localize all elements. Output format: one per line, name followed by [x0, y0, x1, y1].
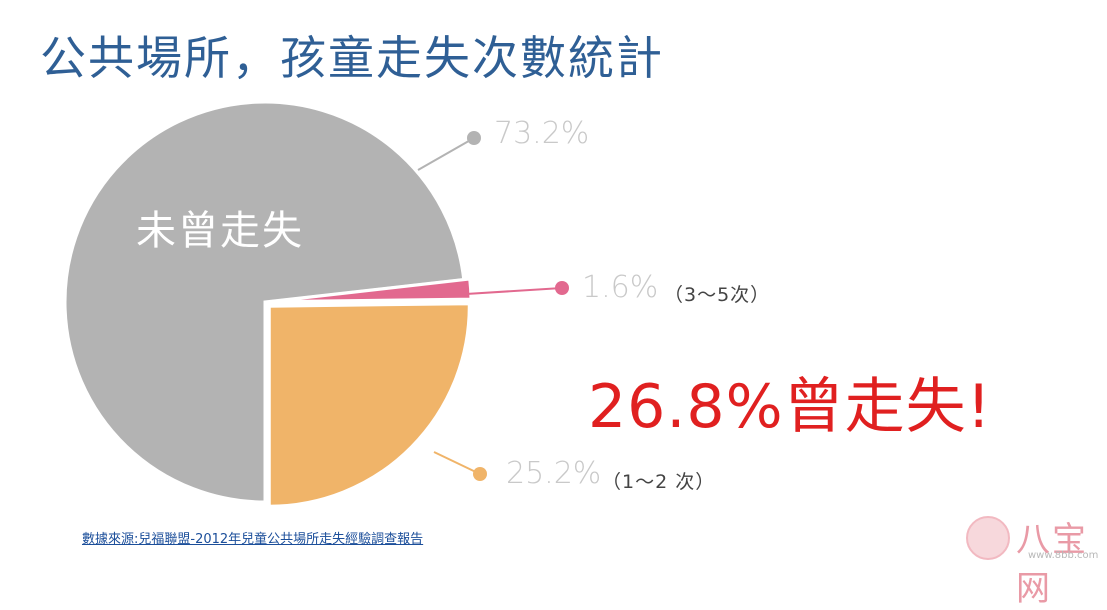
slice-note-1-2-times: （1～2 次）	[602, 471, 716, 493]
pie-slice-never-lost	[63, 100, 466, 504]
slice-value-3-5-times: 1.6%	[582, 270, 659, 305]
leader-line-never-lost	[417, 137, 475, 171]
source-link[interactable]: 數據來源:兒福聯盟-2012年兒童公共場所走失經驗調查報告	[82, 532, 424, 547]
pie-slice-3-5-times	[270, 277, 473, 304]
watermark-logo-icon	[966, 516, 1010, 560]
leader-line-1-2-times	[433, 451, 481, 475]
watermark-text: 八宝网	[1016, 520, 1088, 609]
chart-title: 公共場所，孩童走失次數統計	[40, 31, 664, 85]
pie-slice-1-2-times	[267, 302, 471, 508]
leader-dot-3-5-times	[555, 281, 569, 295]
leader-line-3-5-times	[465, 287, 563, 295]
slice-label-never-lost: 未曾走失	[136, 208, 304, 254]
slice-value-1-2-times: 25.2%	[506, 456, 602, 491]
leader-dot-never-lost	[467, 131, 481, 145]
slice-note-3-5-times: （3～5次）	[664, 284, 771, 306]
leader-dot-1-2-times	[473, 467, 487, 481]
pie-chart	[63, 100, 569, 508]
headline-callout: 26.8%曾走失!	[588, 372, 992, 442]
watermark-url: www.8bb.com	[1028, 550, 1099, 561]
slice-value-never-lost: 73.2%	[494, 116, 590, 151]
